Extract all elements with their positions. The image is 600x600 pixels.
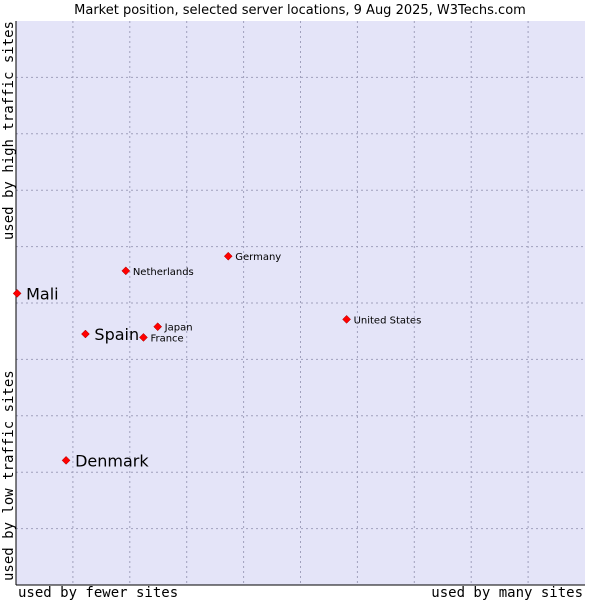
point-denmark xyxy=(61,456,71,465)
label-united-states: United States xyxy=(354,315,422,326)
point-france xyxy=(139,333,148,342)
point-germany xyxy=(223,251,233,261)
point-mali xyxy=(12,289,22,298)
point-japan xyxy=(153,322,163,332)
point-netherlands xyxy=(121,266,131,276)
point-spain xyxy=(81,329,90,339)
chart-title: Market position, selected server locatio… xyxy=(74,3,526,18)
label-mali: Mali xyxy=(26,284,59,303)
label-netherlands: Netherlands xyxy=(133,267,194,278)
y-axis-label-high: used by high traffic sites xyxy=(1,21,17,240)
label-denmark: Denmark xyxy=(75,451,149,470)
label-germany: Germany xyxy=(235,252,281,263)
label-japan: Japan xyxy=(164,323,193,334)
x-axis-label-low: used by fewer sites xyxy=(18,585,178,600)
grid xyxy=(15,21,585,586)
label-spain: Spain xyxy=(94,325,139,344)
data-labels: Mali Spain Denmark Netherlands Germany JapanF… xyxy=(26,252,421,470)
y-axis-label-low: used by low traffic sites xyxy=(1,370,17,581)
x-axis-label-high: used by many sites xyxy=(431,585,583,600)
label-france: France xyxy=(150,333,183,344)
data-points xyxy=(12,251,351,465)
point-united-states xyxy=(342,315,351,324)
